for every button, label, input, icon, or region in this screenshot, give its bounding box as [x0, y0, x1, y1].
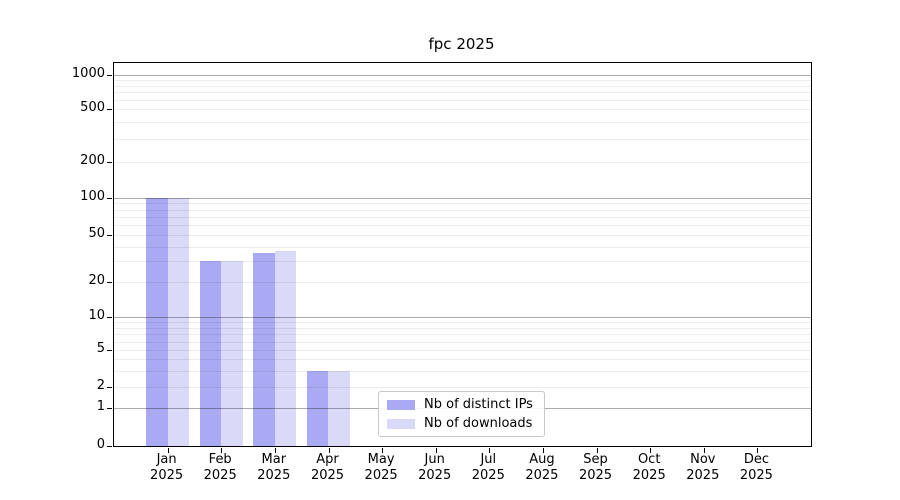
y-tick-mark [107, 281, 112, 283]
y-tick-mark [107, 161, 112, 163]
x-tick-year: 2025 [257, 468, 291, 483]
x-tick-year: 2025 [150, 468, 184, 483]
bar-apr-downloads [328, 370, 350, 446]
y-tick-mark [107, 74, 112, 76]
x-tick-month: Nov [690, 452, 716, 467]
plot-area [107, 62, 812, 453]
x-tick-year: 2025 [739, 468, 773, 483]
y-tick-label: 100 [80, 188, 105, 204]
legend-label: Nb of downloads [424, 415, 533, 431]
legend-swatch-ips [387, 399, 415, 410]
y-tick-label: 10 [88, 307, 105, 323]
x-tick-label: Sep 2025 [560, 452, 632, 484]
legend-entry: Nb of distinct IPs [387, 396, 536, 412]
x-tick-year: 2025 [525, 468, 559, 483]
legend: Nb of distinct IPs Nb of downloads [378, 391, 545, 437]
y-tick-mark [107, 316, 112, 318]
x-tick-year: 2025 [364, 468, 398, 483]
x-tick-label: Dec 2025 [720, 452, 792, 484]
y-tick-mark [107, 446, 112, 447]
legend-swatch-downloads [387, 418, 415, 429]
x-tick-mark [221, 448, 223, 453]
bar-mar-ips [253, 253, 275, 446]
y-tick-label: 1000 [71, 65, 105, 81]
x-tick-label: Aug 2025 [506, 452, 578, 484]
x-tick-mark [167, 448, 169, 453]
y-tick-mark [107, 235, 112, 237]
ticks-layer [107, 63, 811, 453]
bars-layer [114, 63, 811, 446]
x-tick-year: 2025 [203, 468, 237, 483]
x-tick-mark [542, 448, 544, 453]
x-tick-month: Mar [261, 452, 287, 467]
x-tick-label: Jul 2025 [452, 452, 524, 484]
bar-feb-ips [199, 261, 222, 446]
bar-feb-downloads [221, 261, 243, 446]
x-tick-month: Sep [583, 452, 608, 467]
y-tick-mark [107, 350, 112, 352]
x-tick-mark [757, 448, 759, 453]
y-tick-label: 2 [96, 378, 105, 393]
y-tick-mark [107, 197, 112, 199]
legend-label: Nb of distinct IPs [424, 396, 533, 412]
x-tick-mark [489, 448, 491, 453]
x-tick-month: Apr [316, 452, 339, 467]
x-tick-mark [596, 448, 598, 453]
y-tick-label: 200 [80, 152, 105, 168]
x-tick-year: 2025 [578, 468, 613, 483]
y-tick-label: 20 [88, 272, 105, 288]
x-tick-year: 2025 [418, 468, 452, 483]
y-tick-mark [107, 109, 112, 111]
x-tick-label: Oct 2025 [613, 452, 685, 484]
y-tick-mark [107, 408, 112, 410]
x-tick-year: 2025 [632, 468, 666, 483]
y-tick-label: 5 [96, 341, 105, 357]
x-tick-year: 2025 [686, 468, 720, 483]
bar-jan-downloads [167, 197, 190, 446]
x-tick-month: Oct [637, 452, 661, 467]
x-tick-month: Jan [156, 452, 177, 467]
x-tick-label: Jan 2025 [131, 452, 203, 484]
x-tick-month: Feb [208, 452, 232, 467]
x-tick-label: Feb 2025 [184, 452, 256, 484]
y-tick-mark [107, 387, 112, 388]
x-tick-month: Dec [743, 452, 769, 467]
x-tick-year: 2025 [471, 468, 505, 483]
x-tick-mark [703, 448, 705, 453]
x-tick-label: Nov 2025 [667, 452, 739, 484]
x-tick-mark [435, 448, 437, 453]
x-tick-label: Apr 2025 [292, 452, 364, 484]
x-tick-mark [382, 448, 384, 453]
y-tick-label: 0 [96, 437, 105, 452]
y-tick-label: 1 [96, 399, 105, 415]
x-tick-year: 2025 [310, 468, 345, 483]
x-tick-label: Jun 2025 [399, 452, 471, 484]
chart-title: fpc 2025 [428, 35, 495, 53]
bar-jan-ips [146, 197, 168, 446]
x-tick-month: Aug [529, 452, 555, 467]
legend-entry: Nb of downloads [387, 415, 536, 431]
x-tick-month: Jul [480, 452, 497, 467]
x-tick-mark [328, 448, 330, 453]
x-tick-label: Mar 2025 [238, 452, 310, 484]
x-tick-mark [274, 448, 276, 453]
y-tick-label: 50 [88, 226, 105, 242]
x-tick-mark [650, 448, 652, 453]
x-tick-month: May [367, 452, 395, 467]
y-tick-label: 500 [80, 100, 105, 116]
x-tick-month: Jun [424, 452, 445, 467]
bar-mar-downloads [274, 250, 297, 446]
bar-apr-ips [306, 370, 329, 446]
x-tick-label: May 2025 [345, 452, 417, 484]
